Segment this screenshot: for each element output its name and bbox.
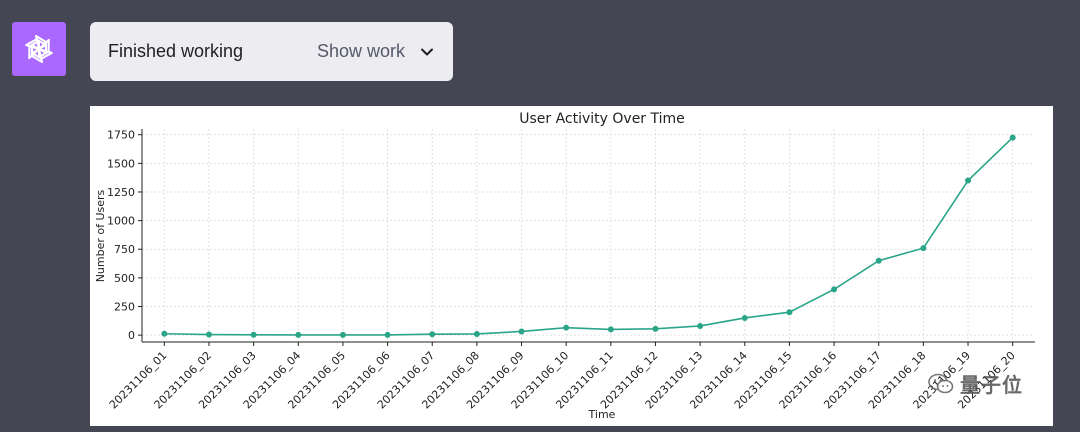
data-point [741, 314, 748, 321]
show-work-label: Show work [316, 41, 405, 61]
data-point [205, 331, 212, 338]
data-point [250, 331, 257, 338]
y-tick-label: 1500 [107, 157, 135, 170]
data-point [563, 324, 570, 331]
data-point [831, 286, 838, 293]
y-tick-label: 1000 [107, 215, 135, 228]
work-status-bar: Finished working Show work [90, 22, 453, 81]
data-point [161, 330, 168, 337]
data-point [697, 322, 704, 329]
y-tick-label: 1250 [107, 186, 135, 199]
y-tick-label: 250 [114, 301, 135, 314]
watermark: 量子位 [928, 369, 1023, 398]
data-point [429, 331, 436, 338]
data-point [295, 331, 302, 338]
data-point [607, 326, 614, 333]
data-point [965, 177, 972, 184]
y-tick-label: 1750 [107, 129, 135, 142]
chevron-down-icon [419, 44, 435, 60]
data-point [339, 331, 346, 338]
data-point [384, 331, 391, 338]
series-line [164, 137, 1014, 336]
data-point [518, 328, 525, 335]
data-point [786, 309, 793, 316]
chart-card: User Activity Over Time 0 250 500 750 1000 12… [90, 106, 1053, 426]
status-text: Finished working [108, 41, 244, 61]
data-point [652, 325, 659, 332]
watermark-text: 量子位 [960, 373, 1023, 397]
user-activity-chart: User Activity Over Time 0 250 500 750 1000 12… [94, 111, 1035, 421]
data-point [875, 257, 882, 264]
chart-title: User Activity Over Time [519, 111, 685, 127]
data-point [920, 245, 927, 252]
y-tick-label: 0 [128, 329, 135, 342]
data-point [1009, 134, 1016, 141]
data-point [473, 330, 480, 337]
assistant-avatar [12, 22, 66, 76]
y-axis-label: Number of Users [94, 189, 107, 282]
show-work-toggle[interactable]: Show work [317, 41, 435, 62]
wechat-icon [928, 373, 954, 393]
y-tick-label: 750 [114, 243, 135, 256]
openai-logo-icon [12, 22, 66, 76]
y-tick-label: 500 [114, 272, 135, 285]
x-axis-label: Time [588, 408, 616, 421]
